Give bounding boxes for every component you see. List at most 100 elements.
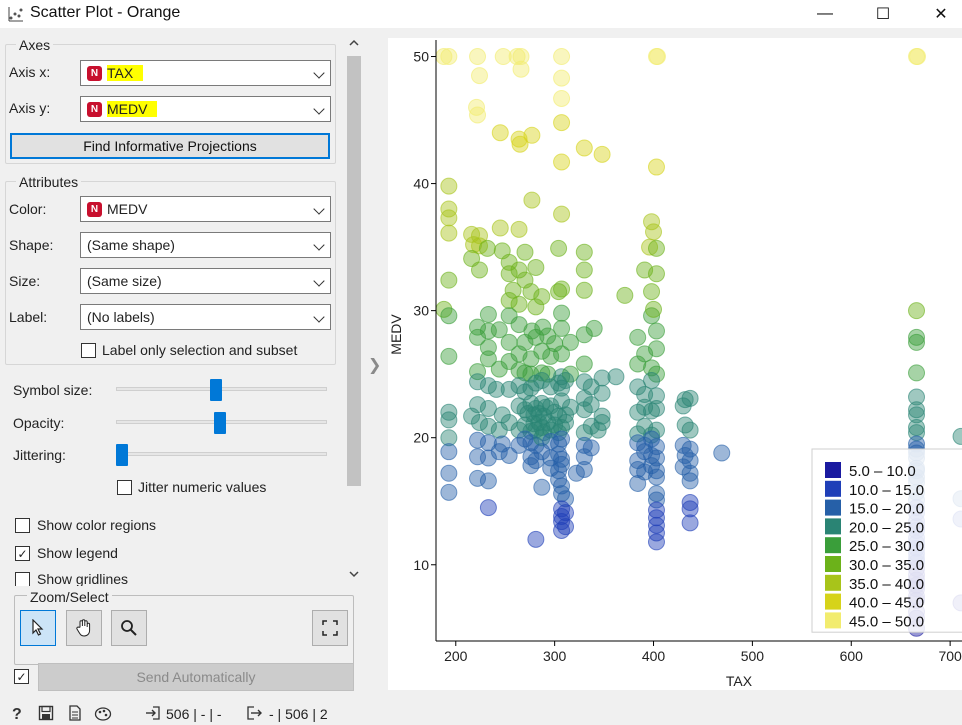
data-point[interactable] — [471, 227, 489, 245]
data-point[interactable] — [527, 452, 545, 470]
data-point[interactable] — [542, 347, 560, 365]
data-point[interactable] — [550, 283, 568, 301]
data-point[interactable] — [676, 416, 694, 434]
data-point[interactable] — [908, 388, 926, 406]
data-point[interactable] — [491, 124, 509, 142]
minimize-button[interactable]: — — [802, 0, 848, 28]
scrollbar-thumb[interactable] — [347, 56, 361, 486]
data-point[interactable] — [471, 67, 489, 85]
data-point[interactable] — [440, 307, 458, 325]
data-point[interactable] — [479, 377, 497, 395]
data-point[interactable] — [647, 239, 665, 257]
data-point[interactable] — [561, 398, 579, 416]
show-gridlines-checkbox[interactable] — [15, 572, 30, 586]
data-point[interactable] — [575, 355, 593, 373]
data-point[interactable] — [909, 48, 927, 66]
data-point[interactable] — [553, 69, 571, 87]
data-point[interactable] — [643, 283, 661, 301]
data-point[interactable] — [469, 469, 487, 487]
scatter-plot-svg[interactable]: 200 300 400 500 600 700 10 20 30 40 50 TAX MEDV 5.0 … — [388, 38, 962, 690]
data-point[interactable] — [440, 483, 458, 501]
data-point[interactable] — [440, 48, 458, 66]
send-automatically-button[interactable]: Send Automatically — [38, 663, 354, 691]
data-point[interactable] — [643, 402, 661, 420]
data-point[interactable] — [553, 392, 571, 410]
data-point[interactable] — [629, 474, 647, 492]
data-point[interactable] — [575, 243, 593, 261]
data-point[interactable] — [527, 298, 545, 316]
data-point[interactable] — [469, 48, 487, 66]
data-point[interactable] — [469, 396, 487, 414]
jitter-numeric-checkbox[interactable] — [117, 480, 132, 495]
data-point[interactable] — [510, 220, 528, 238]
data-point[interactable] — [553, 345, 571, 363]
data-point[interactable] — [557, 490, 575, 508]
data-point[interactable] — [553, 153, 571, 171]
reset-zoom-button[interactable] — [312, 610, 348, 646]
data-point[interactable] — [440, 464, 458, 482]
data-point[interactable] — [522, 457, 540, 475]
data-point[interactable] — [952, 427, 962, 445]
data-point[interactable] — [490, 443, 508, 461]
data-point[interactable] — [908, 302, 926, 320]
data-point[interactable] — [534, 318, 552, 336]
help-icon[interactable]: ? — [11, 705, 25, 721]
data-point[interactable] — [681, 500, 699, 518]
data-point[interactable] — [681, 452, 699, 470]
data-point[interactable] — [647, 491, 665, 509]
data-point[interactable] — [479, 472, 497, 490]
data-point[interactable] — [440, 443, 458, 461]
data-point[interactable] — [542, 449, 560, 467]
data-point[interactable] — [674, 458, 692, 476]
size-combo[interactable]: (Same size) — [80, 268, 331, 294]
data-point[interactable] — [629, 328, 647, 346]
data-point[interactable] — [647, 462, 665, 480]
data-point[interactable] — [647, 421, 665, 439]
data-point[interactable] — [440, 271, 458, 289]
data-point[interactable] — [908, 419, 926, 437]
data-point[interactable] — [527, 258, 545, 276]
data-point[interactable] — [510, 130, 528, 148]
data-point[interactable] — [440, 177, 458, 195]
data-point[interactable] — [647, 468, 665, 486]
data-point[interactable] — [575, 424, 593, 442]
data-point[interactable] — [575, 373, 593, 391]
data-point[interactable] — [500, 265, 518, 283]
data-point[interactable] — [557, 413, 575, 431]
data-point[interactable] — [582, 396, 600, 414]
show-color-regions-checkbox[interactable] — [15, 518, 30, 533]
data-point[interactable] — [648, 48, 666, 66]
data-point[interactable] — [561, 333, 579, 351]
data-point[interactable] — [553, 379, 571, 397]
data-point[interactable] — [607, 368, 625, 386]
data-point[interactable] — [908, 401, 926, 419]
data-point[interactable] — [479, 417, 497, 435]
show-legend-checkbox[interactable]: ✓ — [15, 546, 30, 561]
data-point[interactable] — [553, 205, 571, 223]
data-point[interactable] — [629, 403, 647, 421]
data-point[interactable] — [471, 261, 489, 279]
data-point[interactable] — [553, 455, 571, 473]
data-point[interactable] — [512, 60, 530, 78]
data-point[interactable] — [523, 126, 541, 144]
data-point[interactable] — [500, 291, 518, 309]
data-point[interactable] — [510, 295, 528, 313]
data-point[interactable] — [478, 239, 496, 257]
data-point[interactable] — [593, 407, 611, 425]
label-combo[interactable]: (No labels) — [80, 304, 331, 330]
data-point[interactable] — [643, 426, 661, 444]
data-point[interactable] — [582, 439, 600, 457]
data-point[interactable] — [550, 445, 568, 463]
data-point[interactable] — [647, 399, 665, 417]
data-point[interactable] — [479, 449, 497, 467]
data-point[interactable] — [645, 223, 663, 241]
save-icon[interactable] — [38, 705, 54, 721]
data-point[interactable] — [643, 213, 661, 231]
data-point[interactable] — [589, 421, 607, 439]
select-tool-button[interactable] — [20, 610, 56, 646]
symbol-size-slider-handle[interactable] — [209, 379, 222, 401]
data-point[interactable] — [575, 448, 593, 466]
data-point[interactable] — [553, 89, 571, 107]
maximize-button[interactable]: ☐ — [860, 0, 906, 28]
axis-x-combo[interactable]: N TAX — [80, 60, 331, 86]
